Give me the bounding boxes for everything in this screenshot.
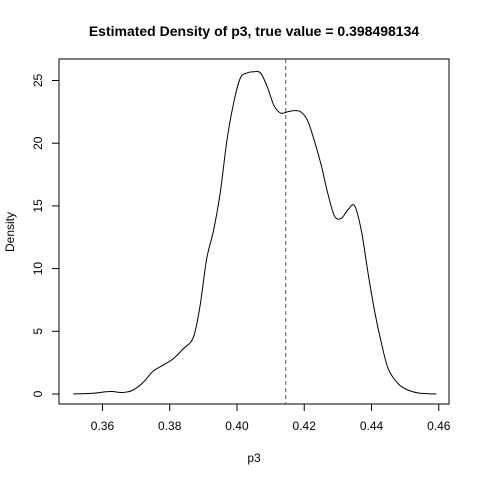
y-axis-label: Density <box>3 212 17 252</box>
x-tick-label: 0.46 <box>427 419 451 433</box>
chart-title: Estimated Density of p3, true value = 0.… <box>89 23 420 39</box>
x-tick-label: 0.42 <box>293 419 317 433</box>
x-tick-label: 0.44 <box>360 419 384 433</box>
x-tick-label: 0.40 <box>225 419 249 433</box>
y-axis: 0 5 10 15 20 25 <box>31 74 60 397</box>
y-tick-label: 20 <box>31 136 45 150</box>
density-curve <box>73 70 437 395</box>
y-tick-label: 0 <box>31 390 45 397</box>
x-axis: 0.36 0.38 0.40 0.42 0.44 0.46 <box>91 403 451 433</box>
x-tick-label: 0.36 <box>91 419 115 433</box>
plot-box <box>58 58 450 405</box>
y-tick-label: 25 <box>31 74 45 88</box>
y-tick-label: 5 <box>31 328 45 335</box>
x-tick-label: 0.38 <box>158 419 182 433</box>
x-axis-label: p3 <box>247 451 261 465</box>
y-tick-label: 15 <box>31 199 45 213</box>
y-tick-label: 10 <box>31 262 45 276</box>
